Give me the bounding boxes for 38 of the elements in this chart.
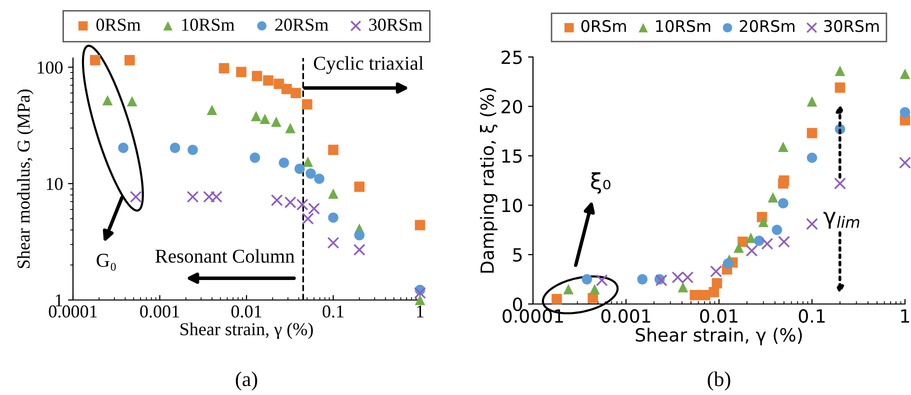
y-tick-label: 25 xyxy=(502,50,522,64)
legend-label: 30RSm xyxy=(824,20,879,32)
x-axis-title: Shear strain, γ (%) xyxy=(180,322,313,339)
y-tick-label: 15 xyxy=(502,149,522,163)
x-tick-label: 0.1 xyxy=(798,309,825,323)
legend-label: 30RSm xyxy=(369,18,422,31)
x-tick-label: 1 xyxy=(901,309,910,323)
y-tick-label: 20 xyxy=(502,100,522,114)
text: (a) xyxy=(236,372,258,390)
x-tick-label: 1 xyxy=(417,305,424,318)
legend-label: 20RSm xyxy=(740,20,794,32)
text: (b) xyxy=(708,372,730,390)
annotation: G₀ xyxy=(96,254,116,271)
x-tick-label: 0.1 xyxy=(322,305,344,318)
x-tick-label: 0.01 xyxy=(700,309,738,323)
y-tick-label: 10 xyxy=(502,198,522,212)
x-tick-label: 0.0001 xyxy=(502,309,563,323)
y-tick-label: 100 xyxy=(38,61,63,74)
x-tick-label: 0.01 xyxy=(231,305,262,318)
x-tick-label: 0.001 xyxy=(140,305,179,318)
y-tick-label: 5 xyxy=(513,248,522,262)
y-tick-label: 0 xyxy=(512,297,522,312)
legend-label: 0RSm xyxy=(581,20,626,32)
x-tick-label: 0.0001 xyxy=(48,305,97,318)
y-tick-label: 10 xyxy=(46,178,63,190)
annotation: γ$_{lim}$ xyxy=(824,212,860,229)
annotation: Resonant Column xyxy=(155,249,294,263)
legend-label: 10RSm xyxy=(182,18,234,31)
y-axis-title: Damping ratio, ξ (%) xyxy=(480,88,498,273)
annotation: ξ₀ xyxy=(591,172,610,194)
legend-label: 10RSm xyxy=(656,20,710,32)
y-axis-title: Shear modulus, G (MPa) xyxy=(17,90,34,268)
annotation: Cyclic triaxial xyxy=(314,56,424,74)
x-tick-label: 0.001 xyxy=(601,309,650,323)
x-axis-title: Shear strain, γ (%) xyxy=(636,328,802,346)
legend-label: 0RSm xyxy=(96,18,141,31)
y-tick-label: 1 xyxy=(56,294,62,306)
legend-label: 20RSm xyxy=(275,18,328,31)
